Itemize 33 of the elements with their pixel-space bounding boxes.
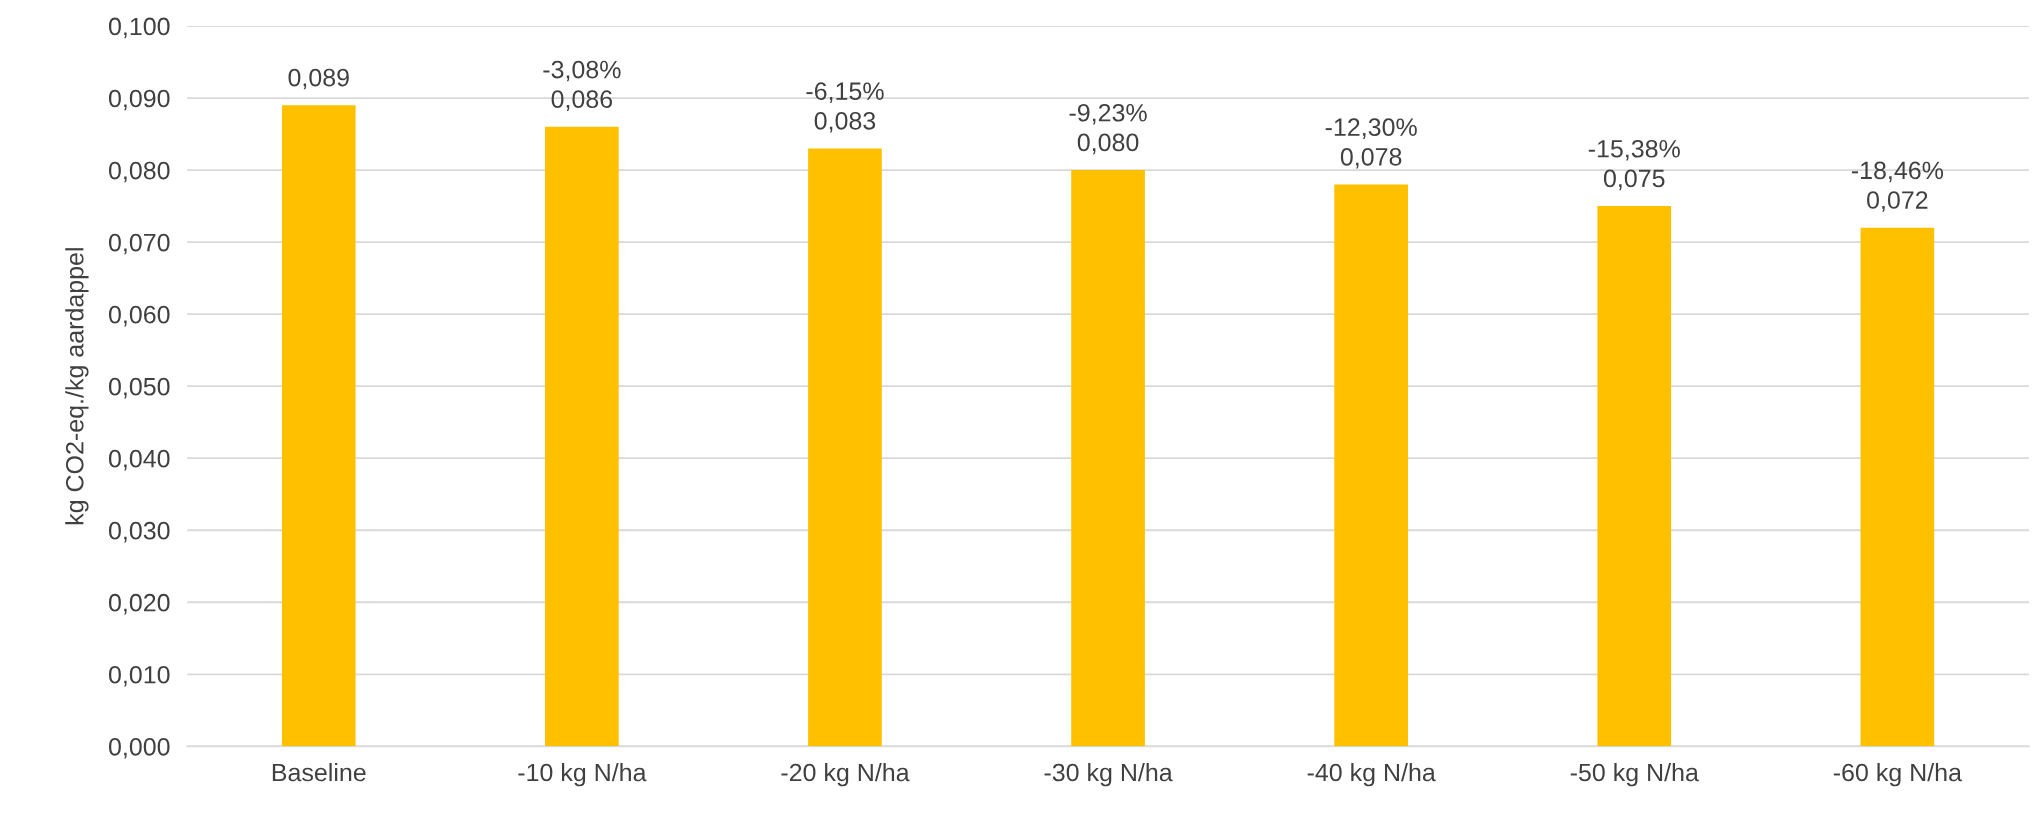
y-tick-label: 0,030: [108, 521, 170, 543]
data-label: -12,30% 0,078: [1325, 118, 1417, 169]
y-tick-label: 0,090: [108, 89, 170, 111]
y-axis-title: kg CO2-eq./kg aardappel: [65, 248, 89, 525]
y-tick-label: 0,100: [108, 17, 170, 39]
y-tick-label: 0,010: [108, 665, 170, 687]
x-tick-label: -20 kg N/ha: [781, 763, 910, 787]
x-tick-label: Baseline: [272, 763, 366, 782]
y-tick-label: 0,000: [108, 737, 170, 759]
data-label: 0,089: [288, 68, 349, 90]
y-tick-label: 0,050: [108, 377, 170, 399]
bar: [1597, 206, 1672, 747]
bar: [808, 148, 882, 747]
y-tick-label: 0,020: [108, 593, 170, 615]
bar: [1334, 184, 1408, 747]
y-tick-label: 0,060: [108, 305, 170, 327]
x-tick-label: -10 kg N/ha: [518, 763, 647, 787]
data-label: -6,15% 0,083: [806, 82, 884, 133]
x-tick-label: -30 kg N/ha: [1044, 763, 1173, 787]
y-tick-label: 0,070: [108, 233, 170, 255]
bar: [545, 126, 619, 747]
x-tick-label: -40 kg N/ha: [1307, 763, 1436, 787]
bar: [281, 105, 356, 747]
data-label: -15,38% 0,075: [1588, 139, 1680, 191]
x-tick-label: -60 kg N/ha: [1833, 763, 1962, 787]
y-tick-label: 0,040: [108, 449, 170, 471]
data-label: -3,08% 0,086: [543, 60, 621, 111]
bar: [1071, 170, 1145, 747]
data-label: -9,23% 0,080: [1069, 103, 1147, 155]
y-tick-label: 0,080: [108, 161, 170, 183]
data-label: -18,46% 0,072: [1851, 161, 1944, 212]
x-tick-label: -50 kg N/ha: [1570, 763, 1699, 787]
bar: [1860, 227, 1935, 747]
